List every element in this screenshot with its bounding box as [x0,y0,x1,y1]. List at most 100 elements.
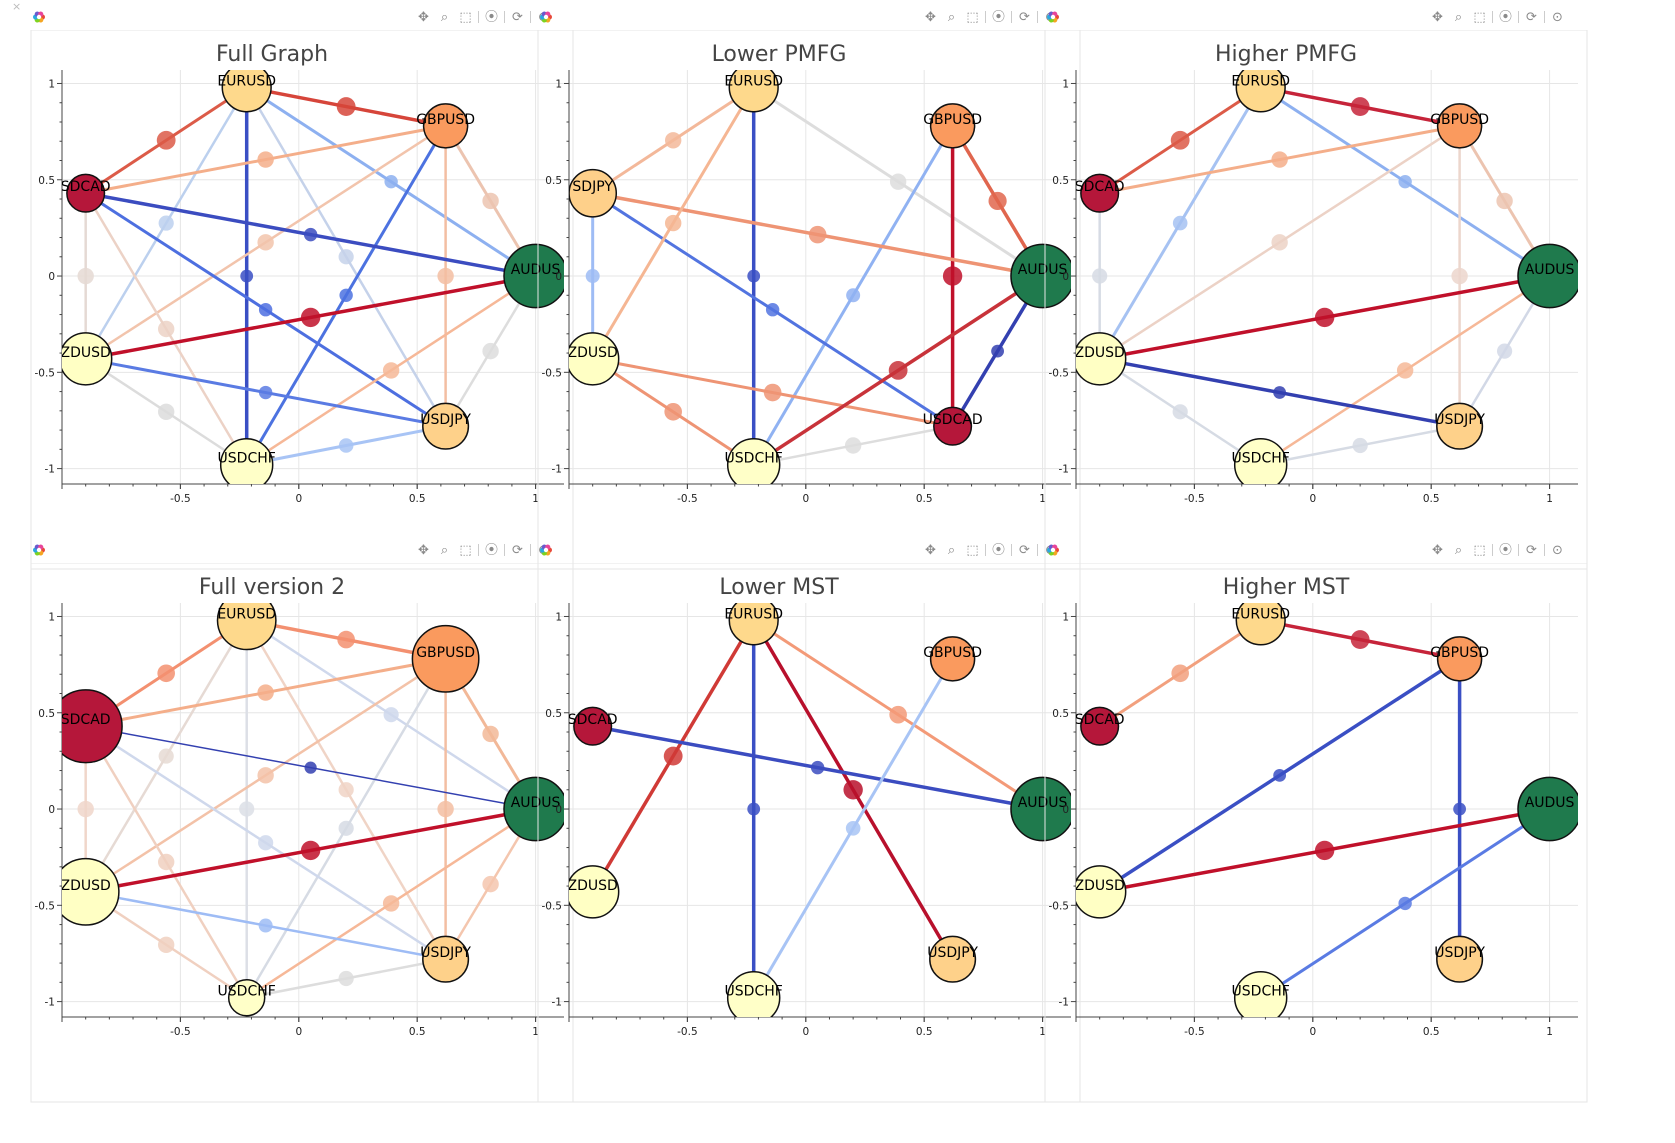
edge-midpoint-marker[interactable] [258,385,273,400]
node-audus[interactable] [1517,776,1581,842]
wheel-zoom-icon[interactable]: ⦿ [1498,542,1512,558]
edge-midpoint-marker[interactable] [1092,268,1108,284]
node-sdcad[interactable] [1080,706,1120,746]
node-sdcad[interactable] [573,706,613,746]
box-select-icon[interactable]: ⬚ [966,542,979,558]
edge-midpoint-marker[interactable] [258,303,273,317]
edge-midpoint-marker[interactable] [747,269,761,283]
edge-midpoint-marker[interactable] [1396,362,1414,379]
node-eurusd[interactable] [1235,63,1286,113]
node-audus[interactable] [1517,243,1581,309]
edge-midpoint-marker[interactable] [338,782,354,798]
edge-midpoint-marker[interactable] [338,249,354,265]
edge-midpoint-marker[interactable] [1496,192,1513,210]
edge-midpoint-marker[interactable] [303,227,318,242]
edge-midpoint-marker[interactable] [300,307,321,328]
edge-midpoint-marker[interactable] [747,802,761,816]
edge-midpoint-marker[interactable] [1172,215,1188,231]
edge-midpoint-marker[interactable] [808,225,827,244]
edge-midpoint-marker[interactable] [1496,343,1513,359]
network-chart-higher-mst[interactable]: Higher MST -0.5 0 0.5 1 1 0.5 0 -0.5 -1 EURUSD GBPU… [1044,563,1588,1103]
edge-midpoint-marker[interactable] [889,173,907,190]
node-gbpusd[interactable] [929,103,976,149]
node-gbpusd[interactable] [411,624,480,693]
edge-midpoint-marker[interactable] [1273,386,1287,399]
box-select-icon[interactable]: ⬚ [1473,542,1486,558]
bokeh-logo-icon[interactable] [32,543,46,557]
edge-midpoint-marker[interactable] [664,132,682,149]
node-gbpusd[interactable] [422,103,469,149]
node-usdjpy[interactable] [422,935,470,983]
network-chart-higher-pmfg[interactable]: Higher PMFG -0.5 0 0.5 1 1 0.5 0 -0.5 -1 EURUSD GBP… [1044,30,1588,570]
edge-midpoint-marker[interactable] [338,820,354,836]
edge-midpoint-marker[interactable] [663,746,683,766]
box-select-icon[interactable]: ⬚ [966,9,979,25]
bokeh-logo-icon[interactable] [1046,543,1060,557]
node-audus[interactable] [1010,243,1074,309]
node-zdusd[interactable] [567,865,620,919]
edge-midpoint-marker[interactable] [1170,130,1190,150]
edge-midpoint-marker[interactable] [257,234,274,251]
node-zdusd[interactable] [52,857,120,926]
reset-icon[interactable]: ⟳ [512,9,523,25]
bokeh-logo-icon[interactable] [1046,10,1060,24]
box-zoom-icon[interactable]: ⌕ [440,542,449,558]
edge-midpoint-marker[interactable] [1398,896,1412,911]
node-usdchf[interactable] [726,438,781,491]
edge-midpoint-marker[interactable] [1453,802,1467,816]
edge-midpoint-marker[interactable] [1172,404,1188,420]
edge-midpoint-marker[interactable] [157,320,175,338]
bokeh-logo-icon[interactable] [32,10,46,24]
node-audus[interactable] [1010,776,1074,842]
edge-midpoint-marker[interactable] [338,970,354,987]
edge-midpoint-marker[interactable] [1271,234,1288,251]
edge-midpoint-marker[interactable] [157,664,175,683]
edge-midpoint-marker[interactable] [482,725,499,743]
edge-midpoint-marker[interactable] [158,748,174,764]
edge-midpoint-marker[interactable] [257,767,274,784]
node-zdusd[interactable] [1074,865,1127,919]
edge-midpoint-marker[interactable] [157,403,175,420]
edge-midpoint-marker[interactable] [382,895,400,912]
edge-midpoint-marker[interactable] [240,269,254,283]
network-chart-full-graph[interactable]: Full Graph -0.5 0 0.5 1 1 0.5 0 -0.5 -1 EURUSD GBPU… [30,30,574,570]
pan-icon[interactable]: ✥ [418,9,429,25]
edge-midpoint-marker[interactable] [382,362,400,379]
edge-midpoint-marker[interactable] [1352,437,1368,454]
network-chart-lower-pmfg[interactable]: Lower PMFG -0.5 0 0.5 1 1 0.5 0 -0.5 -1 EURUSD GBPU… [537,30,1081,570]
node-sdcad[interactable] [49,689,123,764]
wheel-zoom-icon[interactable]: ⦿ [1498,9,1512,25]
wheel-zoom-icon[interactable]: ⦿ [991,542,1005,558]
hover-icon[interactable]: ⊙ [1552,542,1563,558]
node-usdjpy[interactable] [1436,935,1484,983]
edge-midpoint-marker[interactable] [810,760,825,775]
edge-midpoint-marker[interactable] [258,835,274,851]
box-zoom-icon[interactable]: ⌕ [440,9,449,25]
reset-icon[interactable]: ⟳ [1019,9,1030,25]
wheel-zoom-icon[interactable]: ⦿ [484,542,498,558]
edge-midpoint-marker[interactable] [482,875,499,893]
node-gbpusd[interactable] [1436,103,1483,149]
hover-icon[interactable]: ⊙ [1552,9,1563,25]
edge-midpoint-marker[interactable] [1451,267,1468,285]
pan-icon[interactable]: ✥ [925,542,936,558]
edge-midpoint-marker[interactable] [257,684,274,701]
node-zdusd[interactable] [567,332,620,386]
node-usdchf[interactable] [1233,971,1288,1024]
edge-midpoint-marker[interactable] [844,437,862,454]
node-eurusd[interactable] [728,63,779,113]
edge-midpoint-marker[interactable] [157,936,175,953]
edge-midpoint-marker[interactable] [888,360,908,380]
pan-icon[interactable]: ✥ [1432,542,1443,558]
node-usdchf[interactable] [1233,438,1288,491]
wheel-zoom-icon[interactable]: ⦿ [484,9,498,25]
box-select-icon[interactable]: ⬚ [459,9,472,25]
edge-midpoint-marker[interactable] [304,761,317,774]
node-gbpusd[interactable] [929,636,976,682]
close-icon[interactable]: × [12,0,22,13]
edge-midpoint-marker[interactable] [846,288,861,303]
edge-midpoint-marker[interactable] [1314,307,1335,328]
edge-midpoint-marker[interactable] [239,801,255,817]
edge-midpoint-marker[interactable] [1171,664,1189,683]
edge-midpoint-marker[interactable] [158,215,174,231]
